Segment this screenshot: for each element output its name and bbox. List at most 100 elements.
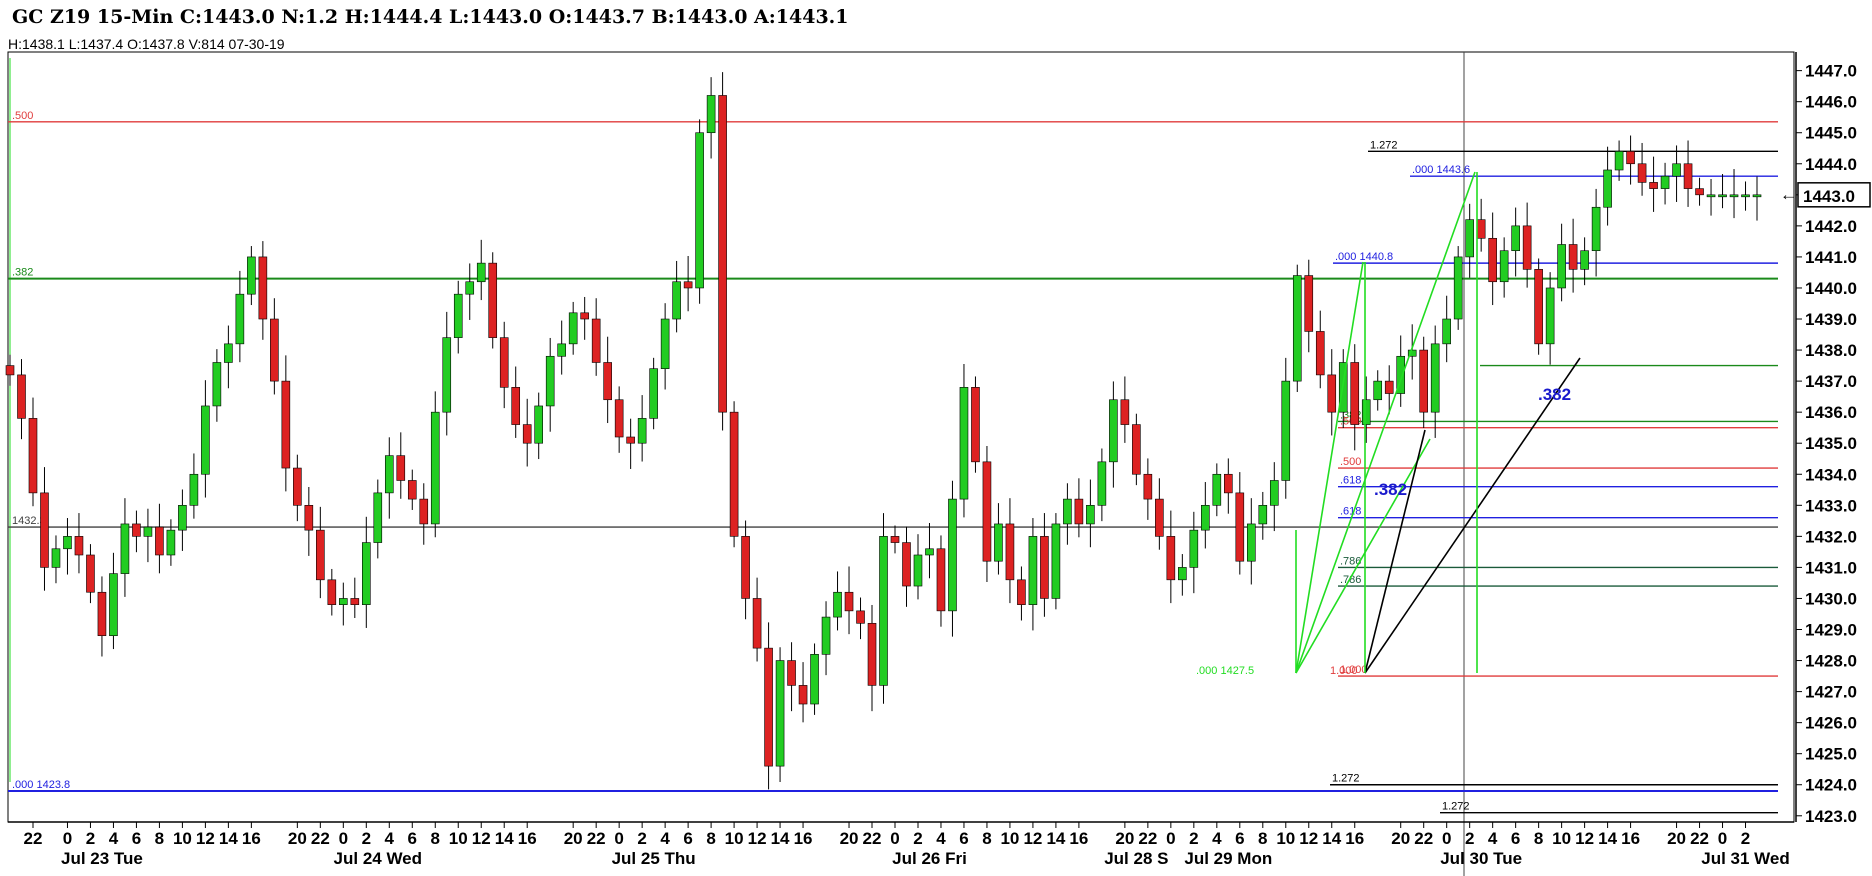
candle-up: [913, 554, 923, 587]
candle-up: [1706, 194, 1716, 198]
candle: [982, 446, 992, 582]
candle: [1557, 223, 1566, 302]
candle: [1752, 176, 1762, 221]
candle-up: [1178, 567, 1187, 581]
candle: [1488, 212, 1497, 306]
candle-up: [879, 536, 888, 686]
candle: [442, 311, 452, 436]
hour-label: 8: [155, 829, 164, 848]
level-label: .786: [1340, 555, 1361, 567]
candle-up: [994, 523, 1003, 562]
candle-down: [1568, 244, 1578, 270]
hour-label: 20: [1391, 829, 1410, 848]
price-tick-label: 1427.0: [1805, 683, 1857, 702]
hour-label: 12: [1023, 829, 1042, 848]
candle: [902, 526, 911, 607]
candle: [396, 432, 406, 499]
candle: [580, 296, 589, 340]
candle: [258, 241, 268, 340]
candle-up: [1660, 175, 1670, 189]
candle: [5, 354, 15, 386]
price-tick-label: 1445.0: [1805, 124, 1857, 143]
hour-label: 8: [1258, 829, 1267, 848]
annotation-382: .382: [1374, 480, 1407, 499]
candle: [936, 535, 946, 627]
candle-up: [1545, 287, 1555, 345]
candle: [1614, 140, 1624, 181]
candle: [1017, 566, 1026, 621]
candle-down: [407, 480, 417, 500]
hour-label: 12: [196, 829, 215, 848]
candle-down: [488, 262, 498, 338]
trend-line: [1295, 261, 1364, 674]
candle: [1384, 365, 1394, 415]
day-label: Jul 24 Wed: [334, 849, 423, 868]
candle-down: [729, 411, 739, 537]
candle-up: [534, 405, 544, 444]
candle-up: [948, 498, 957, 612]
candle-up: [1741, 194, 1750, 198]
hour-label: 6: [1511, 829, 1520, 848]
candle-up: [373, 492, 383, 543]
candle-down: [1315, 331, 1325, 376]
candle-up: [637, 418, 647, 444]
candle: [833, 571, 842, 631]
candle: [293, 454, 302, 522]
price-tick-label: 1430.0: [1805, 589, 1857, 608]
candle-up: [821, 616, 831, 655]
level-label: 1.272: [1332, 773, 1360, 785]
candle: [1235, 472, 1245, 575]
candle-down: [798, 685, 808, 705]
candle-up: [1269, 480, 1279, 506]
candle-up: [1729, 194, 1739, 198]
trend-line: [1364, 357, 1581, 674]
candle-down: [1626, 151, 1635, 165]
candle-up: [201, 405, 210, 475]
candle-down: [1155, 498, 1164, 537]
candle: [637, 395, 647, 462]
candle: [1189, 511, 1199, 594]
candle: [752, 577, 762, 662]
price-tick-label: 1444.0: [1805, 155, 1857, 174]
hour-label: 20: [1115, 829, 1134, 848]
price-tick-label: 1439.0: [1805, 310, 1857, 329]
hour-label: 12: [1299, 829, 1318, 848]
candle-down: [132, 523, 141, 537]
day-label: Jul 23 Tue: [61, 849, 143, 868]
candle-down: [844, 591, 854, 612]
candle: [1292, 264, 1302, 392]
candle: [1465, 203, 1474, 278]
hour-label: 14: [219, 829, 238, 848]
hour-label: 14: [495, 829, 514, 848]
candle: [614, 386, 624, 453]
hour-label: 4: [936, 829, 946, 848]
hour-label: 2: [1189, 829, 1198, 848]
candle-down: [580, 312, 589, 320]
candle: [798, 662, 808, 723]
candle-down: [982, 461, 992, 562]
candle: [568, 301, 578, 355]
hour-label: 0: [1166, 829, 1175, 848]
candle-up: [1086, 505, 1095, 525]
candle-down: [281, 380, 291, 469]
candle: [844, 566, 854, 635]
candle-up: [672, 281, 681, 320]
candle: [1224, 458, 1233, 514]
hour-label: 6: [132, 829, 141, 848]
candle-up: [1109, 399, 1118, 463]
candle: [40, 467, 49, 591]
candle-down: [40, 492, 49, 568]
price-tick-label: 1440.0: [1805, 279, 1857, 298]
candle-down: [867, 622, 877, 686]
candle: [649, 357, 658, 430]
candle-down: [28, 418, 38, 494]
candle: [1051, 513, 1061, 610]
candle-down: [1384, 380, 1394, 394]
annotation-label: .000 1427.5: [1196, 665, 1254, 677]
candle-up: [384, 455, 394, 494]
candle-down: [1683, 163, 1693, 189]
candle: [476, 239, 486, 301]
hour-label: 12: [1575, 829, 1594, 848]
candle-up: [1396, 355, 1406, 394]
